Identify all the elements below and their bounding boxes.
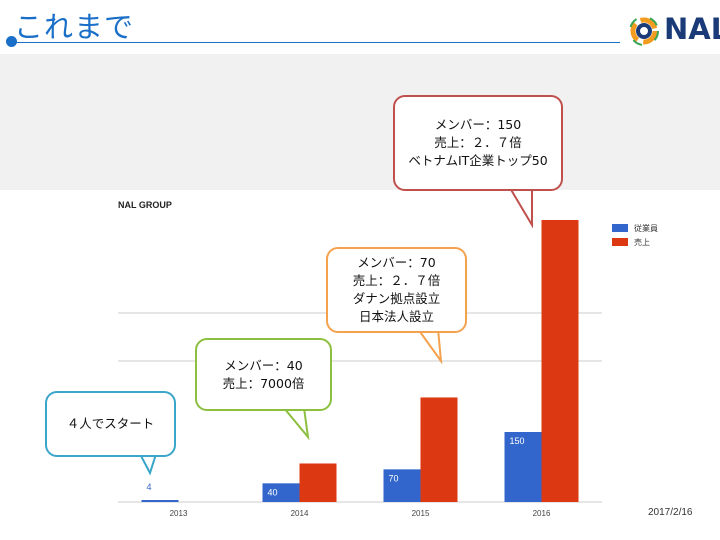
legend-item-employees: 従業員 [612,221,658,235]
chart-title: NAL GROUP [118,200,172,210]
title-bullet-dot [6,36,17,47]
legend-item-sales: 売上 [612,235,658,249]
x-tick-label-2015: 2015 [412,509,430,518]
bar-label-employees-2014: 40 [268,487,278,497]
callout-tail-2016 [508,187,533,229]
callout-tail-2015 [416,328,443,365]
slide-date: 2017/2/16 [648,507,693,518]
x-tick-label-2013: 2013 [170,509,188,518]
bar-sales-2014 [299,463,337,502]
slide-title: これまで [14,10,135,44]
chart-legend: 従業員 売上 [612,221,658,249]
legend-swatch-sales [612,238,628,246]
callout-2016: メンバー：150 売上：２．７倍 ベトナムIT企業トップ50 [393,95,563,191]
callout-2014: メンバー：40 売上：7000倍 [195,338,332,411]
legend-swatch-employees [612,224,628,232]
x-tick-label-2014: 2014 [291,509,309,518]
bar-label-employees-2013: 4 [147,482,152,492]
nal-logo-icon [629,16,659,46]
bar-employees-2013 [141,500,179,502]
callout-2015: メンバー：70 売上：２．７倍 ダナン拠点設立 日本法人設立 [326,247,467,333]
logo-text: NAL [664,12,720,46]
bar-sales-2015 [420,397,458,502]
callout-tail-2014 [281,407,310,441]
callout-2013: ４人でスタート [45,391,176,457]
bar-employees-2016 [504,432,542,502]
bar-label-employees-2015: 70 [389,473,399,483]
bar-sales-2016 [541,220,579,502]
legend-label-employees: 従業員 [634,223,658,233]
header-band [0,54,720,190]
bar-employees-2014 [262,483,300,502]
x-tick-label-2016: 2016 [533,509,551,518]
bar-label-employees-2016: 150 [510,436,525,446]
bar-employees-2015 [383,469,421,502]
title-underline [12,42,620,43]
legend-label-sales: 売上 [634,237,650,247]
